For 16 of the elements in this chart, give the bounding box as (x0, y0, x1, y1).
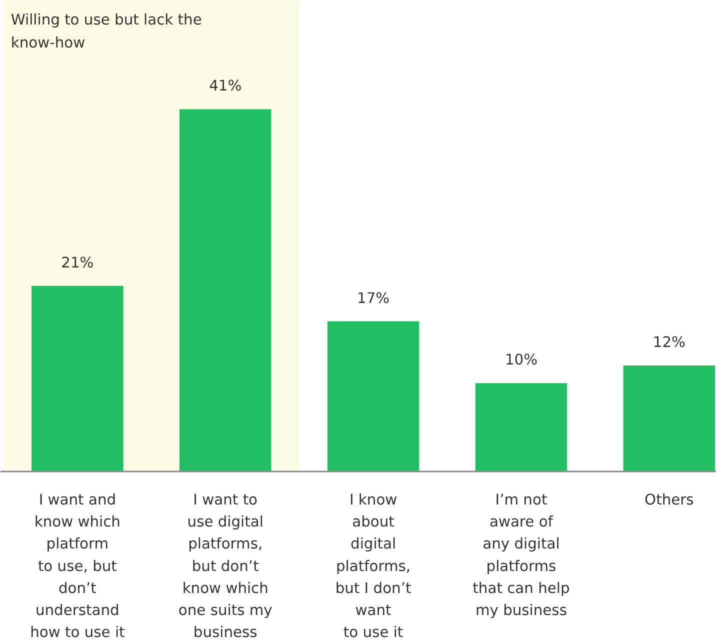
x-tick-label: I want to use digital platforms, but don’t know which one suits my business (178, 492, 273, 642)
x-tick-label: I know about digital platforms, but I don’t want to use it (335, 492, 412, 642)
data-label: 17% (357, 290, 390, 307)
bar (475, 383, 568, 472)
x-tick-label: I want and know which platform to use, but don’t understand how to use it (30, 492, 126, 642)
x-tick-label: I’m not aware of any digital platforms that can help my business (472, 492, 570, 619)
data-label: 12% (652, 334, 686, 351)
bar (180, 109, 272, 472)
x-tick-label: Others (644, 492, 694, 508)
bar (32, 286, 124, 472)
data-label: 10% (504, 352, 538, 369)
band-label: Willing to use but lack the know-how (10, 11, 202, 52)
data-label: 21% (61, 254, 94, 272)
data-label: 41% (209, 78, 242, 95)
bar (623, 365, 716, 472)
bar (327, 321, 420, 472)
